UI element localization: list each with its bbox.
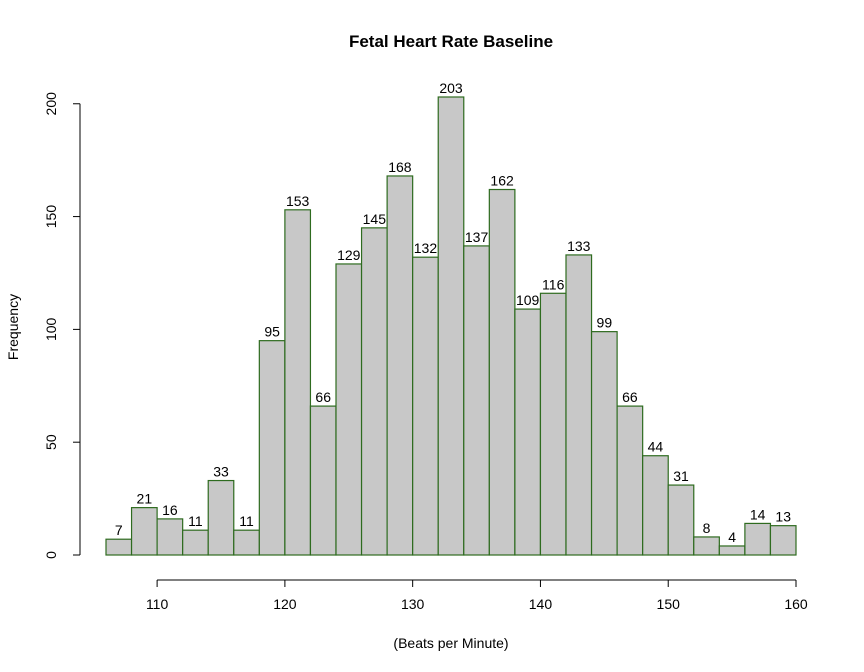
bar-122-124	[309, 405, 337, 556]
bar-126-128	[360, 227, 388, 556]
chart-title: Fetal Heart Rate Baseline	[349, 32, 553, 51]
bar-value-label: 133	[567, 238, 591, 254]
x-axis-label: (Beats per Minute)	[393, 635, 508, 651]
bar-140-142	[539, 292, 567, 556]
bar-158-160	[769, 525, 797, 556]
bar-148-150	[642, 455, 669, 556]
bar-value-label: 13	[775, 509, 791, 525]
y-axis: 0 50 100 150 200	[43, 92, 81, 559]
bar-labels-group: 7 21 16 11 33 11 95 153 66 129 145 168 132 203 137 162 1…	[115, 80, 791, 545]
bar-value-label: 11	[188, 513, 203, 529]
bar-value-label: 162	[490, 173, 514, 189]
bar-114-116	[207, 479, 235, 556]
bar-124-126	[335, 263, 363, 556]
bar-value-label: 145	[363, 211, 387, 227]
bar-value-label: 21	[137, 491, 153, 507]
y-axis-label: Frequency	[5, 294, 21, 360]
bar-146-148	[616, 405, 644, 556]
bar-136-138	[488, 188, 516, 556]
bar-value-label: 137	[465, 229, 489, 245]
bar-138-140	[514, 308, 542, 556]
bar-value-label: 8	[703, 520, 711, 536]
bar-value-label: 153	[286, 193, 310, 209]
x-tick-label: 110	[146, 596, 169, 612]
bar-110-112	[156, 518, 184, 556]
y-tick-label: 0	[43, 551, 59, 559]
x-tick-label: 160	[784, 596, 808, 612]
bar-value-label: 66	[622, 389, 638, 405]
bar-108-110	[130, 507, 158, 556]
bar-value-label: 132	[414, 240, 438, 256]
bar-value-label: 16	[162, 502, 178, 518]
bar-156-158	[744, 522, 772, 556]
bar-118-120	[258, 340, 286, 556]
bar-value-label: 203	[439, 80, 463, 96]
bar-106-108	[105, 538, 133, 556]
bar-value-label: 31	[673, 468, 689, 484]
bar-value-label: 33	[213, 464, 229, 480]
y-tick-label: 150	[43, 205, 59, 229]
bar-112-114	[182, 529, 209, 556]
bar-154-156	[718, 545, 746, 556]
bar-120-122	[284, 209, 312, 556]
bar-value-label: 7	[115, 522, 123, 538]
bar-value-label: 4	[728, 529, 736, 545]
bar-value-label: 168	[388, 159, 412, 175]
x-tick-label: 150	[657, 596, 681, 612]
y-tick-label: 200	[43, 92, 59, 116]
bar-value-label: 95	[264, 324, 280, 340]
bar-132-134	[437, 96, 465, 556]
x-tick-label: 130	[401, 596, 425, 612]
bar-130-132	[412, 256, 439, 556]
bar-value-label: 116	[542, 276, 565, 292]
bar-value-label: 129	[337, 247, 361, 263]
bar-150-152	[667, 484, 695, 556]
bar-value-label: 99	[597, 315, 613, 331]
bar-value-label: 14	[750, 506, 766, 522]
bar-value-label: 11	[239, 513, 254, 529]
bar-116-118	[233, 529, 260, 556]
bar-128-130	[386, 175, 414, 556]
bars-group	[105, 96, 797, 556]
x-tick-label: 140	[529, 596, 553, 612]
bar-142-144	[565, 254, 593, 556]
y-tick-label: 50	[43, 434, 59, 450]
x-axis: 110 120 130 140 150 160	[146, 579, 808, 612]
x-tick-label: 120	[273, 596, 297, 612]
bar-152-154	[693, 536, 720, 556]
bar-value-label: 44	[648, 439, 664, 455]
y-tick-label: 100	[43, 317, 59, 341]
bar-134-136	[463, 245, 490, 556]
bar-value-label: 66	[315, 389, 331, 405]
bar-144-146	[590, 331, 618, 556]
bar-value-label: 109	[516, 292, 540, 308]
